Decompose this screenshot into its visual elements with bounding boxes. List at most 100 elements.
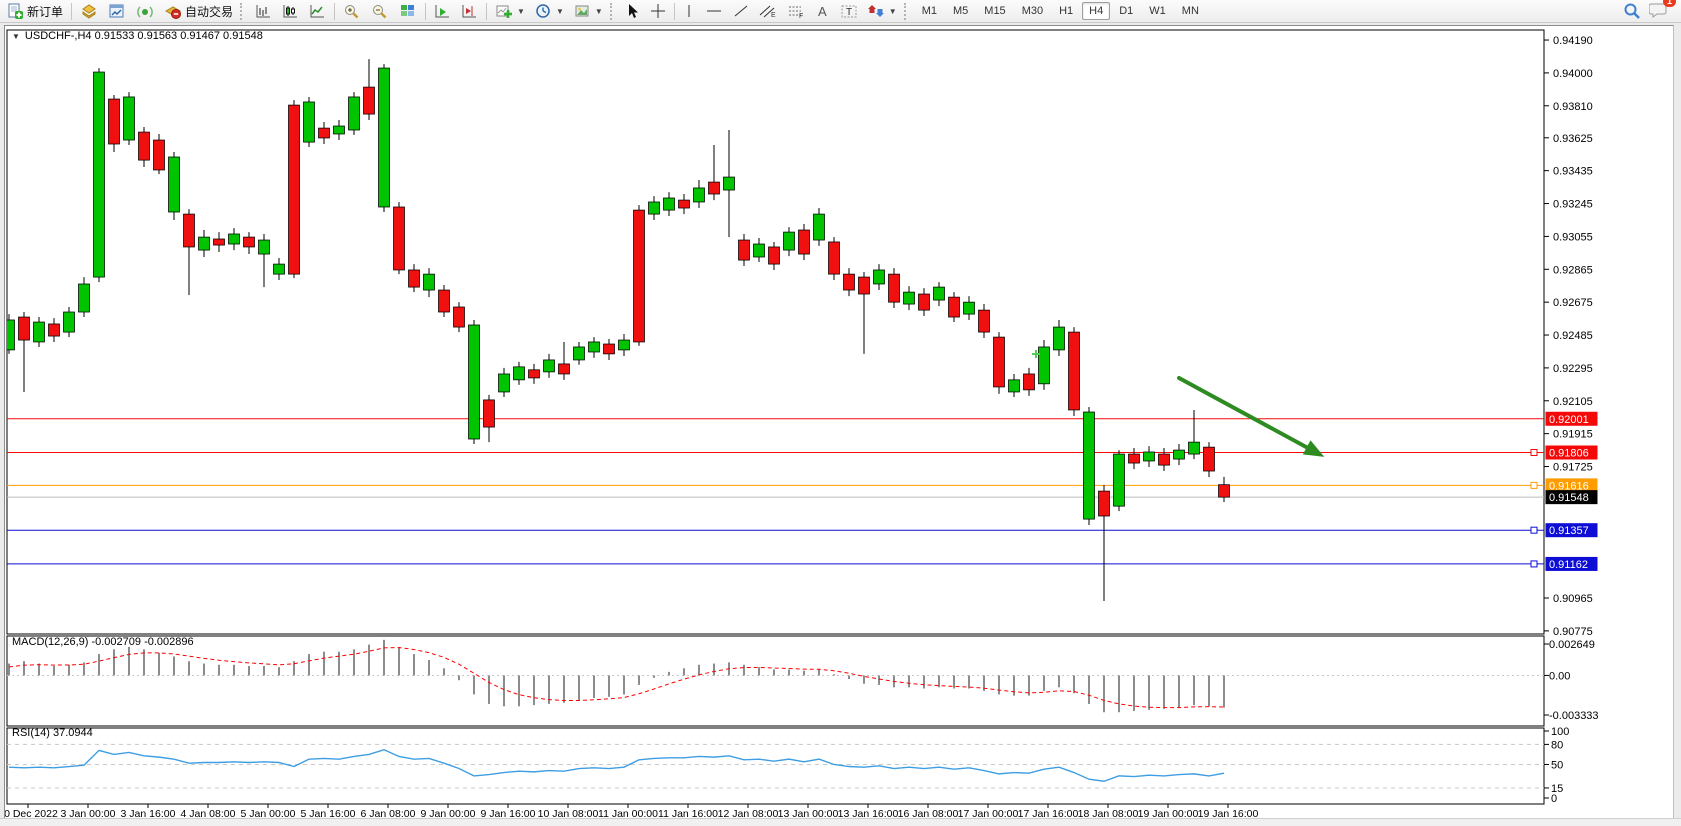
- svg-text:6 Jan 08:00: 6 Jan 08:00: [361, 808, 416, 819]
- autotrade-icon: [165, 5, 182, 19]
- svg-text:0.94190: 0.94190: [1553, 35, 1593, 47]
- bar-chart-button[interactable]: [250, 0, 277, 22]
- timeframe-mn[interactable]: MN: [1181, 5, 1199, 17]
- toolbar: 新订单 自动交易: [0, 0, 1681, 23]
- timeframe-h1[interactable]: H1: [1059, 5, 1074, 17]
- svg-text:0.94000: 0.94000: [1553, 68, 1593, 80]
- line-chart-button[interactable]: [304, 0, 331, 22]
- chart-profiles-button[interactable]: [75, 0, 103, 22]
- candlestick-button[interactable]: [277, 0, 304, 22]
- zoom-in-button[interactable]: [338, 0, 366, 22]
- text-button[interactable]: A: [810, 0, 835, 22]
- svg-text:F: F: [799, 13, 803, 19]
- new-order-icon: [8, 3, 23, 19]
- svg-text:11 Jan 16:00: 11 Jan 16:00: [658, 808, 718, 819]
- autotrade-button[interactable]: 自动交易: [159, 0, 238, 22]
- svg-text:0.92675: 0.92675: [1553, 297, 1593, 309]
- timeframe-w1[interactable]: W1: [1149, 5, 1166, 17]
- periods-icon: [536, 3, 550, 18]
- horizontal-line-button[interactable]: [700, 0, 728, 22]
- timeframe-h4[interactable]: H4: [1082, 2, 1111, 20]
- signals-button[interactable]: [131, 0, 159, 22]
- timeframe-m1[interactable]: M1: [921, 5, 937, 17]
- arrows-button[interactable]: ▼: [863, 0, 902, 22]
- svg-text:0.00: 0.00: [1549, 670, 1570, 682]
- svg-text:0.002649: 0.002649: [1549, 639, 1595, 651]
- trendline-button[interactable]: [728, 0, 754, 22]
- zoom-out-icon: [373, 4, 387, 18]
- toolbar-grip[interactable]: [903, 2, 910, 20]
- chevron-down-icon: ▼: [594, 6, 603, 16]
- cursor-icon: [628, 4, 638, 18]
- divider: [425, 2, 427, 20]
- indicators-button[interactable]: ▼: [490, 0, 530, 22]
- svg-text:0.93245: 0.93245: [1553, 199, 1593, 211]
- svg-text:0.91725: 0.91725: [1553, 462, 1593, 474]
- notifications-button[interactable]: 1: [1648, 0, 1676, 22]
- vertical-line-button[interactable]: [678, 0, 700, 22]
- trendline-icon: [734, 5, 748, 17]
- new-order-label: 新订单: [27, 4, 64, 19]
- fibonacci-button[interactable]: F: [782, 0, 810, 22]
- chart-shift-button[interactable]: [456, 0, 483, 22]
- vertical-line-icon: [688, 5, 690, 17]
- svg-text:11 Jan 00:00: 11 Jan 00:00: [598, 808, 658, 819]
- tile-windows-button[interactable]: [394, 0, 422, 22]
- timeframe-d1[interactable]: D1: [1119, 5, 1134, 17]
- svg-text:0.91357: 0.91357: [1549, 525, 1589, 537]
- line-chart-icon: [310, 4, 325, 17]
- autotrade-label: 自动交易: [185, 4, 234, 19]
- macd-indicator-label: MACD(12,26,9) -0.002709 -0.002896: [12, 636, 194, 648]
- svg-text:0.90965: 0.90965: [1553, 593, 1593, 605]
- svg-text:0.92105: 0.92105: [1553, 396, 1593, 408]
- svg-text:0.93810: 0.93810: [1553, 101, 1593, 113]
- svg-text:19 Jan 00:00: 19 Jan 00:00: [1138, 808, 1199, 819]
- chart-window: 0.92001 0.91806 0.91616 0.91548 0.91357 0.911…: [0, 25, 1674, 820]
- fibonacci-icon: F: [788, 6, 803, 19]
- templates-button[interactable]: ▼: [569, 0, 608, 22]
- svg-text:13 Jan 00:00: 13 Jan 00:00: [778, 808, 839, 819]
- search-icon[interactable]: [1623, 2, 1641, 20]
- timeframe-m15[interactable]: M15: [984, 5, 1006, 17]
- indicators-icon: [496, 5, 513, 18]
- cursor-button[interactable]: [620, 0, 645, 22]
- divider: [486, 2, 488, 20]
- crosshair-button[interactable]: [645, 0, 671, 22]
- chevron-down-icon[interactable]: ▼: [12, 31, 20, 41]
- arrows-icon: [867, 5, 884, 17]
- periods-button[interactable]: ▼: [530, 0, 569, 22]
- status-bar: [0, 818, 1681, 826]
- svg-text:E: E: [771, 12, 776, 19]
- text-label-icon: T: [841, 5, 857, 18]
- toolbar-grip[interactable]: [609, 2, 616, 20]
- channel-icon: E: [759, 5, 776, 19]
- svg-text:100: 100: [1551, 726, 1569, 738]
- svg-text:17 Jan 16:00: 17 Jan 16:00: [1018, 808, 1079, 819]
- divider: [673, 2, 675, 20]
- chevron-down-icon: ▼: [555, 6, 564, 16]
- svg-text:18 Jan 08:00: 18 Jan 08:00: [1078, 808, 1139, 819]
- svg-text:10 Jan 08:00: 10 Jan 08:00: [538, 808, 599, 819]
- divider: [71, 2, 73, 20]
- timeframe-m30[interactable]: M30: [1021, 5, 1044, 17]
- svg-text:5 Jan 00:00: 5 Jan 00:00: [241, 808, 296, 819]
- new-order-button[interactable]: 新订单: [2, 0, 68, 22]
- svg-text:0.92865: 0.92865: [1553, 264, 1593, 276]
- toolbar-grip[interactable]: [240, 2, 246, 20]
- auto-scroll-button[interactable]: [429, 0, 456, 22]
- horizontal-line-icon: [706, 10, 721, 12]
- zoom-out-button[interactable]: [366, 0, 394, 22]
- svg-text:0.91162: 0.91162: [1549, 559, 1588, 571]
- new-chart-button[interactable]: [103, 0, 131, 22]
- svg-text:A: A: [818, 4, 827, 19]
- svg-text:50: 50: [1551, 760, 1563, 772]
- svg-text:T: T: [846, 7, 852, 18]
- channel-button[interactable]: E: [754, 0, 782, 22]
- timeframe-m5[interactable]: M5: [953, 5, 969, 17]
- svg-text:17 Jan 00:00: 17 Jan 00:00: [958, 808, 1019, 819]
- chart-profiles-icon: [82, 3, 96, 19]
- svg-text:13 Jan 16:00: 13 Jan 16:00: [838, 808, 899, 819]
- text-label-button[interactable]: T: [835, 0, 863, 22]
- crosshair-icon: [650, 4, 665, 18]
